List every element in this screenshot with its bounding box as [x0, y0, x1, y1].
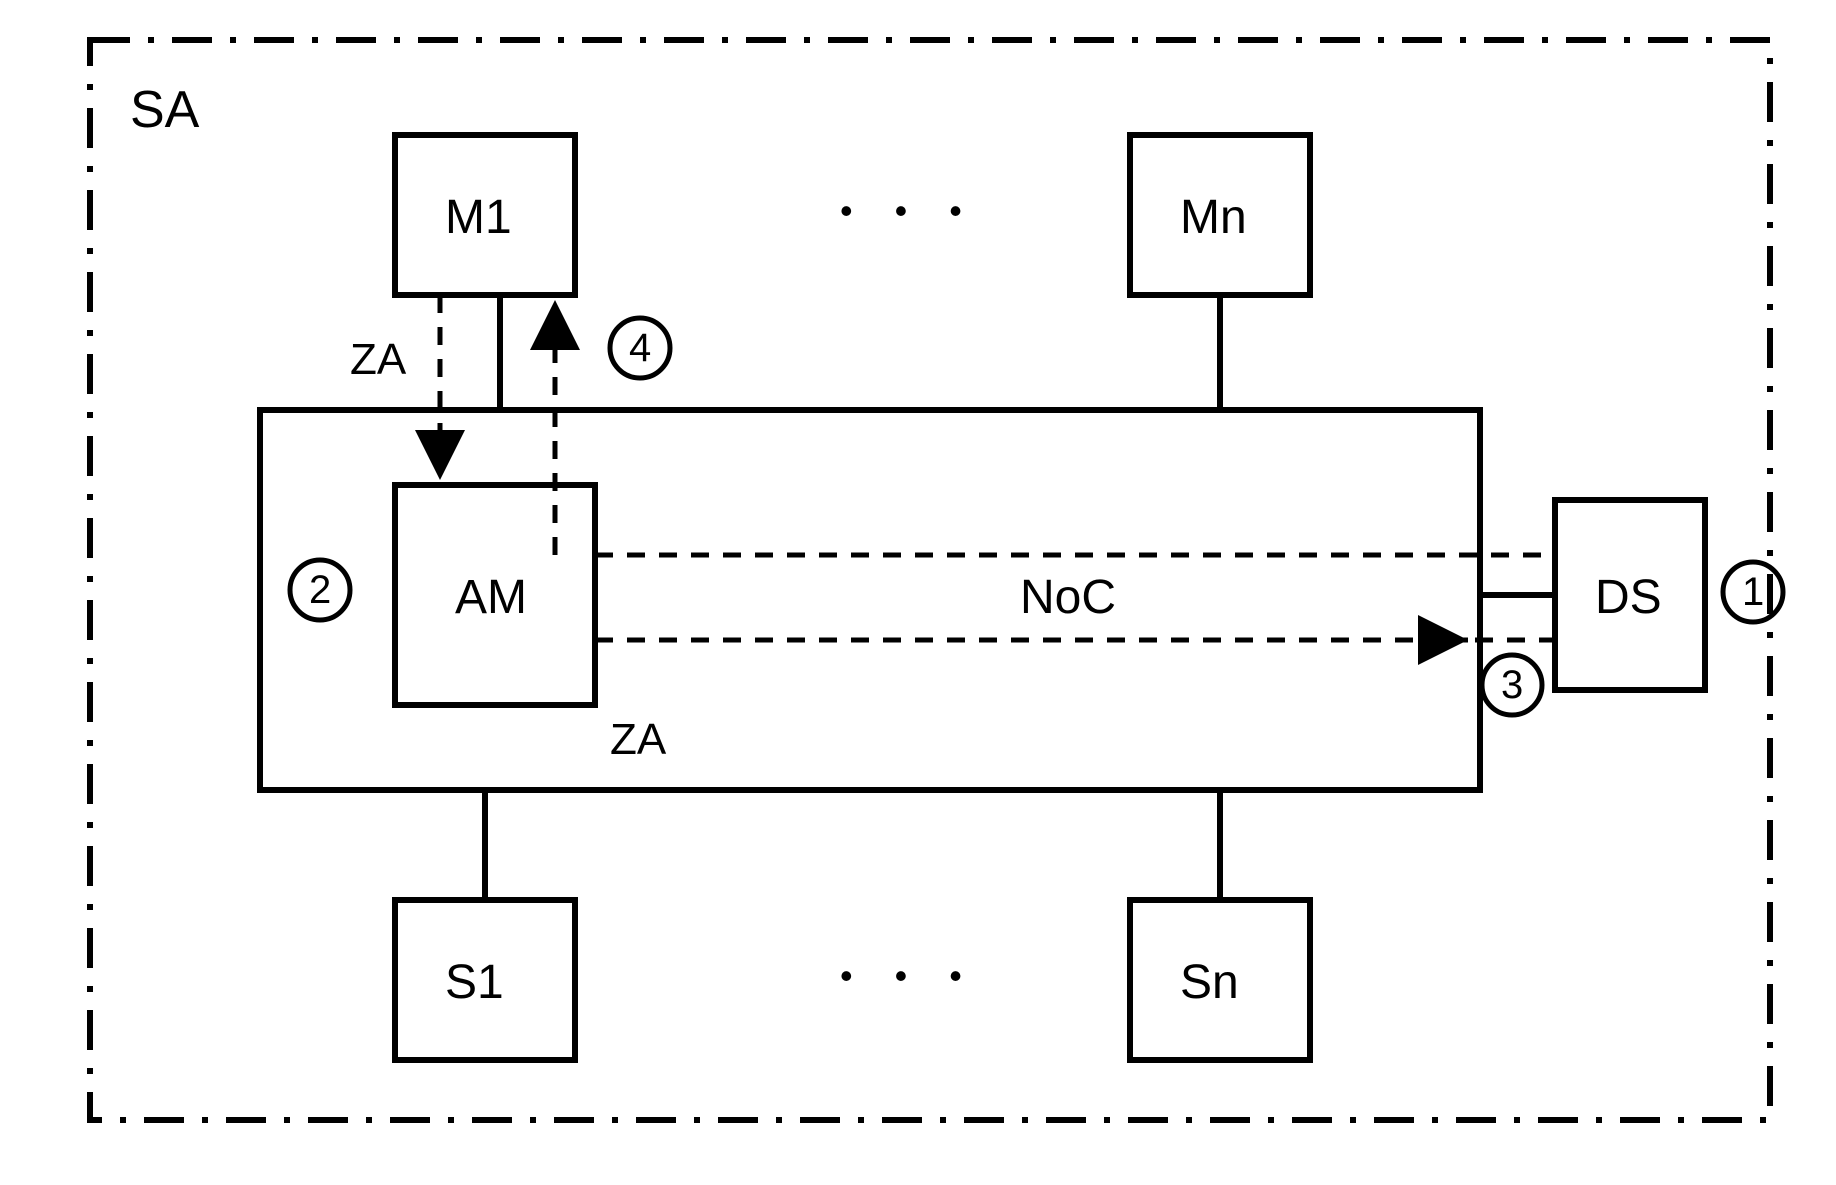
- label-m1: M1: [445, 190, 512, 245]
- diagram-svg: [0, 0, 1836, 1185]
- step-num-4: 4: [629, 326, 651, 371]
- step-num-2: 2: [309, 568, 331, 613]
- label-sn: Sn: [1180, 955, 1239, 1010]
- label-za-1: ZA: [350, 335, 406, 385]
- label-s1: S1: [445, 955, 504, 1010]
- label-za-2: ZA: [610, 715, 666, 765]
- step-num-1: 1: [1742, 570, 1764, 615]
- label-sa: SA: [130, 80, 199, 140]
- label-ds: DS: [1595, 570, 1662, 625]
- ellipsis-top: • • •: [840, 190, 978, 232]
- label-noc: NoC: [1020, 570, 1116, 625]
- ellipsis-bottom: • • •: [840, 955, 978, 997]
- diagram-canvas: SA M1 Mn S1 Sn AM DS NoC • • • • • • ZA …: [0, 0, 1836, 1185]
- label-mn: Mn: [1180, 190, 1247, 245]
- label-am: AM: [455, 570, 527, 625]
- step-num-3: 3: [1501, 663, 1523, 708]
